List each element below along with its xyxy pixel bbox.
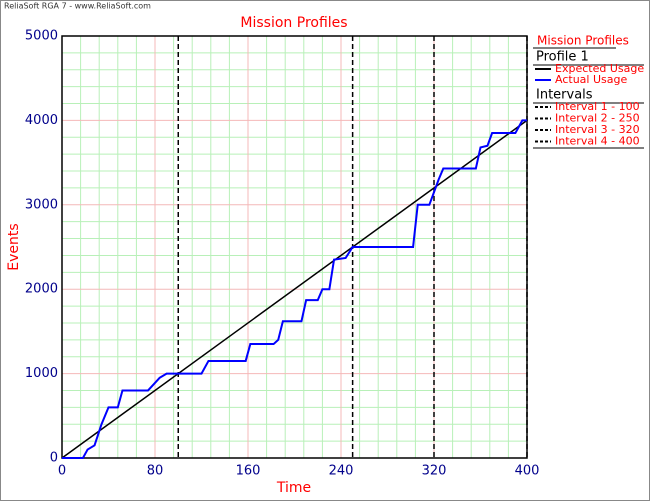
legend-group: Profile 1: [536, 50, 589, 65]
x-tick-label: 160: [236, 464, 261, 479]
x-tick-label: 400: [515, 464, 540, 479]
x-tick-label: 0: [58, 464, 66, 479]
x-tick-label: 80: [147, 464, 164, 479]
y-tick-label: 3000: [25, 197, 58, 212]
series-line: [62, 119, 527, 459]
legend-label: Interval 2 - 250: [555, 112, 640, 125]
plot-area: [62, 36, 527, 458]
legend-title: Mission Profiles: [537, 34, 629, 48]
legend-label: Actual Usage: [555, 73, 627, 86]
legend-label: Interval 3 - 320: [555, 123, 640, 136]
window-title: ReliaSoft RGA 7 - www.ReliaSoft.com: [4, 2, 151, 11]
legend-label: Expected Usage: [555, 62, 644, 75]
y-tick-label: 0: [50, 451, 58, 466]
x-tick-label: 320: [422, 464, 447, 479]
chart-title: Mission Profiles: [240, 15, 347, 31]
x-tick-label: 240: [329, 464, 354, 479]
y-tick-label: 1000: [25, 366, 58, 381]
series-line: [61, 119, 528, 459]
y-tick-label: 2000: [25, 282, 58, 297]
x-axis-label: Time: [276, 480, 311, 496]
y-tick-label: 5000: [25, 29, 58, 44]
legend-label: Interval 1 - 100: [555, 100, 640, 113]
y-tick-label: 4000: [25, 113, 58, 128]
legend-label: Interval 4 - 400: [555, 135, 640, 148]
y-axis-label: Events: [6, 223, 22, 270]
legend-group: Intervals: [536, 88, 593, 103]
